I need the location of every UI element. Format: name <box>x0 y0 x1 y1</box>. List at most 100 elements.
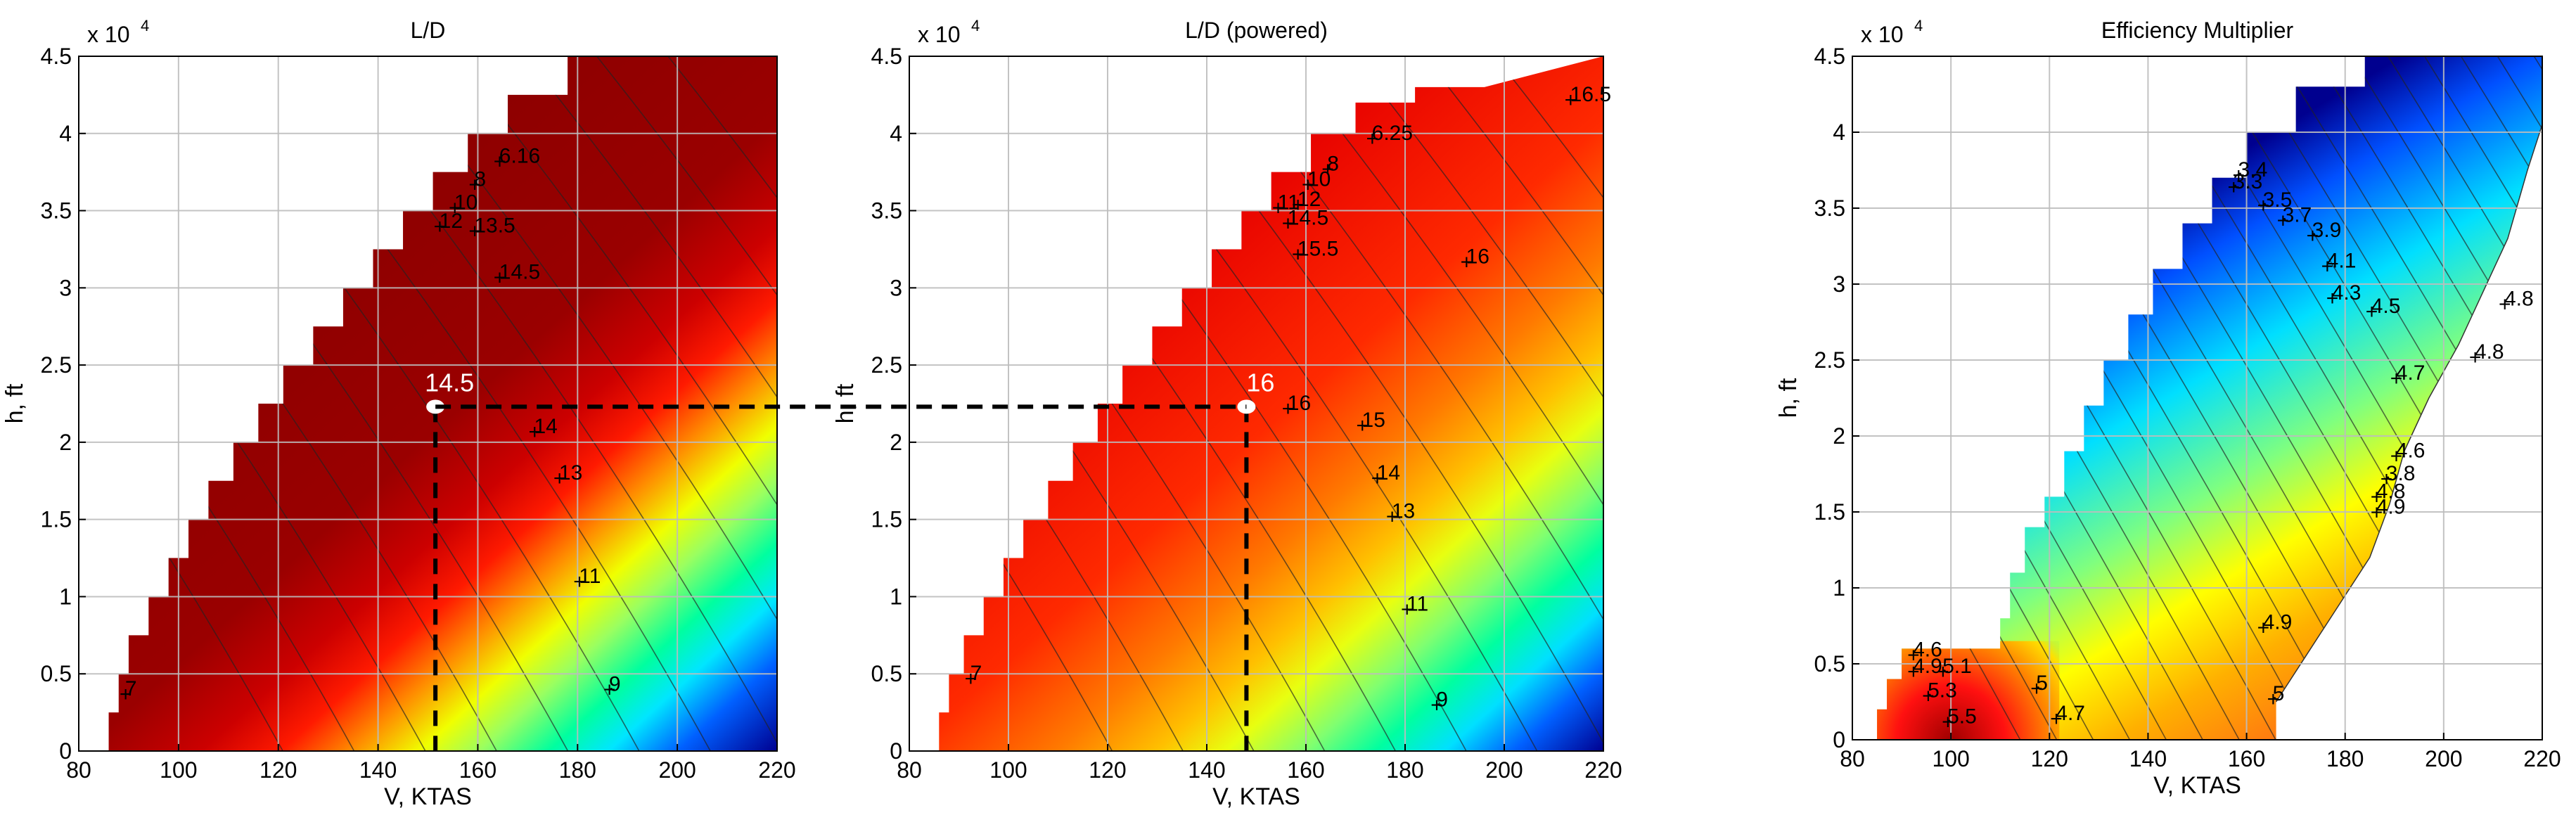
contour-line <box>2359 56 2542 740</box>
x-tick-label: 180 <box>1386 757 1423 783</box>
x-axis-label: V, KTAS <box>384 783 472 810</box>
y-tick-label: 4.5 <box>41 44 72 69</box>
contour-label-mark: + <box>1942 710 1954 733</box>
contour-label-mark: + <box>468 219 481 243</box>
y-tick-label: 0 <box>59 738 72 764</box>
contour-label-mark: + <box>1366 127 1379 150</box>
x-tick-label: 180 <box>2326 746 2364 771</box>
contour-label: 4.8 <box>2475 340 2504 364</box>
x-tick-label: 80 <box>897 757 922 783</box>
contour-label: 4.7 <box>2056 702 2085 725</box>
y-tick-label: 2.5 <box>1814 347 1845 373</box>
y-multiplier-exponent: 4 <box>1914 17 1923 34</box>
contour-label: 15 <box>1362 409 1385 432</box>
contour-line <box>1316 56 1603 751</box>
x-tick-label: 180 <box>559 757 596 783</box>
y-tick-label: 3 <box>1833 271 1845 297</box>
reference-dashed-lines: 14.5 16 <box>425 368 1274 751</box>
x-tick-label: 160 <box>2228 746 2265 771</box>
low-speed-core <box>1877 641 2060 740</box>
y-tick-label: 2 <box>890 430 902 455</box>
contour-line <box>559 56 778 751</box>
y-tick-label: 2.5 <box>41 352 72 378</box>
contour-label: 4.6 <box>1913 638 1942 661</box>
x-tick-label: 120 <box>1089 757 1126 783</box>
contour-label-mark: + <box>1321 158 1334 181</box>
y-tick-label: 3 <box>59 275 72 300</box>
contour-label-mark: + <box>1907 643 1920 667</box>
y-tick-label: 1.5 <box>1814 499 1845 525</box>
y-multiplier-exponent: 4 <box>141 17 149 34</box>
y-multiplier: x 10 <box>1861 22 1903 47</box>
contour-label: 8 <box>474 168 486 191</box>
contour-label-mark: + <box>1386 506 1399 529</box>
y-tick-label: 1 <box>59 584 72 609</box>
x-axis-label: V, KTAS <box>1212 783 1300 810</box>
contour-label: 3.5 <box>2263 188 2293 212</box>
contour-line <box>488 56 778 751</box>
grid <box>79 56 777 751</box>
contour-label: 11 <box>579 565 601 588</box>
contour-label-mark: + <box>2380 468 2393 491</box>
x-tick-label: 200 <box>658 757 696 783</box>
contour-label: 11 <box>1278 191 1300 214</box>
contour-line <box>108 56 300 751</box>
contour-label-mark: + <box>2277 210 2290 233</box>
contour-label-mark: + <box>1371 467 1384 490</box>
contour-label: 8 <box>1327 153 1339 176</box>
operating-point-label: 16 <box>1246 368 1274 397</box>
y-tick-label: 4 <box>890 121 902 146</box>
chart-title: L/D <box>411 18 446 43</box>
chart-title: Efficiency Multiplier <box>2101 18 2294 43</box>
plot-frame <box>78 56 778 752</box>
x-tick-label: 100 <box>160 757 197 783</box>
contour-line <box>2322 56 2542 740</box>
contour-label: 5.5 <box>1947 705 1977 728</box>
x-tick-label: 120 <box>2031 746 2068 771</box>
contour-label-mark: + <box>2030 677 2043 700</box>
contour-label: 14.5 <box>1288 207 1328 230</box>
x-tick-label: 140 <box>359 757 397 783</box>
contour-line <box>2395 56 2542 740</box>
contour-label: 5.3 <box>1928 679 1957 703</box>
contour-label: 14 <box>1377 461 1400 485</box>
y-tick-label: 2 <box>59 430 72 455</box>
envelope-edge <box>2275 124 2543 703</box>
x-tick-label: 160 <box>459 757 496 783</box>
contour-label-mark: + <box>2257 616 2270 639</box>
contour-label: 16.5 <box>1570 83 1611 106</box>
contour-label-mark: + <box>120 683 132 706</box>
contour-label: 3.4 <box>2238 158 2268 181</box>
contour-label-mark: + <box>1937 660 1949 684</box>
contour-label: 4.8 <box>2504 287 2534 310</box>
contour-label: 9 <box>609 673 621 696</box>
contour-label: 7 <box>125 677 137 700</box>
contour-line <box>1387 56 1603 751</box>
y-axis-label: h, ft <box>1 383 28 423</box>
x-tick-label: 140 <box>1188 757 1225 783</box>
x-tick-label: 140 <box>2129 746 2167 771</box>
y-tick-label: 4.5 <box>1814 44 1845 69</box>
contour-label-mark: + <box>2267 688 2280 711</box>
y-tick-label: 2.5 <box>871 352 902 378</box>
contour-label: 5 <box>2273 682 2285 705</box>
contour-label: 3.9 <box>2312 219 2342 242</box>
contour-label-mark: + <box>494 266 506 289</box>
y-multiplier-exponent: 4 <box>971 17 980 34</box>
y-tick-label: 4 <box>1833 120 1845 145</box>
contour-label-mark: + <box>1292 193 1305 217</box>
contour-line <box>416 56 778 751</box>
contour-label: 13 <box>559 461 582 485</box>
contour-label-mark: + <box>553 467 566 490</box>
contour-label-mark: + <box>2390 367 2403 390</box>
operating-point-label: 14.5 <box>425 368 474 397</box>
x-tick-label: 200 <box>1485 757 1523 783</box>
y-tick-label: 0.5 <box>1814 651 1845 676</box>
contour-label-mark: + <box>1907 660 1920 684</box>
contour-line <box>939 56 1129 751</box>
grid <box>1852 56 2542 740</box>
contour-label: 14.5 <box>499 260 540 283</box>
contour-label-mark: + <box>528 421 541 444</box>
plot-frame <box>909 56 1604 752</box>
contour-label-mark: + <box>2390 444 2403 468</box>
